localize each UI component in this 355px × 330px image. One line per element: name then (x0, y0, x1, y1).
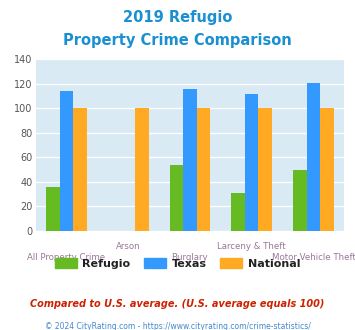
Bar (320, 109, 334, 231)
Text: Compared to U.S. average. (U.S. average equals 100): Compared to U.S. average. (U.S. average … (30, 299, 325, 309)
Bar (135, 109, 148, 231)
Text: Property Crime Comparison: Property Crime Comparison (63, 33, 292, 48)
Bar (293, 170, 307, 231)
Bar (46, 187, 60, 231)
Bar (197, 109, 210, 231)
Text: Burglary: Burglary (171, 253, 208, 262)
Text: 2019 Refugio: 2019 Refugio (123, 10, 232, 25)
Bar (307, 83, 320, 231)
Bar (231, 193, 245, 231)
Bar (60, 91, 73, 231)
Bar (258, 109, 272, 231)
Text: Larceny & Theft: Larceny & Theft (217, 242, 286, 251)
Text: Arson: Arson (116, 242, 141, 251)
Legend: Refugio, Texas, National: Refugio, Texas, National (50, 254, 305, 273)
Bar (245, 94, 258, 231)
Text: Motor Vehicle Theft: Motor Vehicle Theft (272, 253, 355, 262)
Text: All Property Crime: All Property Crime (27, 253, 105, 262)
Bar (170, 165, 183, 231)
Bar (73, 109, 87, 231)
Text: © 2024 CityRating.com - https://www.cityrating.com/crime-statistics/: © 2024 CityRating.com - https://www.city… (45, 322, 310, 330)
Bar (183, 89, 197, 231)
